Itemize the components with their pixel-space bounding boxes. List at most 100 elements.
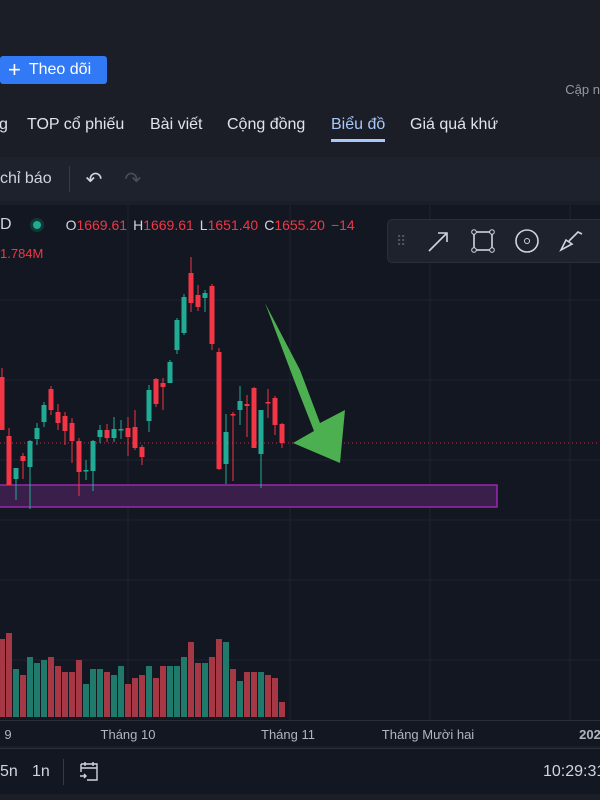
volume-bar	[6, 633, 12, 717]
candle-body	[27, 441, 33, 467]
candle-body	[160, 383, 166, 387]
volume-bar	[153, 678, 159, 717]
candle-body	[41, 405, 47, 422]
circle-tool-icon[interactable]	[514, 228, 540, 254]
volume-bar	[83, 684, 89, 717]
volume-bar	[62, 672, 68, 717]
candle-body	[20, 456, 26, 461]
candle-body	[6, 436, 12, 485]
candle-body	[118, 429, 124, 431]
volume-bar	[244, 672, 250, 717]
candle-body	[139, 447, 145, 457]
calendar-goto-icon[interactable]	[78, 760, 100, 782]
candle-body	[83, 470, 89, 472]
candle-body	[188, 273, 194, 303]
divider	[63, 759, 64, 785]
rectangle-tool-icon[interactable]	[470, 228, 496, 254]
candle-body	[146, 390, 152, 421]
annotation-arrow	[265, 303, 345, 463]
volume-bar	[90, 669, 96, 717]
candle-body	[167, 362, 173, 383]
candle-body	[153, 379, 159, 404]
volume-bar	[111, 675, 117, 717]
tab-top-stocks[interactable]: TOP cổ phiếu	[27, 116, 125, 133]
volume-bar	[167, 666, 173, 717]
volume-bar	[69, 672, 75, 717]
low-value: 1651.40	[207, 217, 259, 233]
candle-body	[258, 410, 264, 454]
redo-icon[interactable]: ↷	[124, 168, 142, 191]
follow-label: Theo dõi	[28, 61, 92, 78]
range-5y-button[interactable]: 5n	[0, 763, 18, 780]
volume-bar	[202, 663, 208, 717]
volume-bar	[41, 660, 47, 717]
volume-bar	[146, 666, 152, 717]
tab-partial[interactable]: g	[0, 116, 8, 133]
volume-bar	[223, 642, 229, 717]
volume-bar	[181, 657, 187, 717]
candle-body	[132, 427, 138, 448]
candlestick-chart	[0, 205, 600, 720]
time-axis[interactable]: 9 Tháng 10 Tháng 11 Tháng Mười hai 202	[0, 720, 600, 746]
volume-bar	[104, 672, 110, 717]
chart-toolbar: chỉ báo ↶ ↷	[0, 157, 600, 201]
axis-label: 202	[579, 727, 600, 742]
candle-body	[76, 441, 82, 472]
volume-bar	[279, 702, 285, 717]
volume-bar	[265, 675, 271, 717]
axis-label: Tháng 10	[100, 727, 156, 742]
status-dot-icon	[29, 218, 44, 232]
candle-body	[181, 297, 187, 333]
candle-body	[34, 428, 40, 439]
axis-label: Tháng Mười hai	[381, 727, 475, 742]
axis-label: Tháng 11	[261, 727, 315, 742]
open-value: 1669.61	[76, 217, 128, 233]
plus-icon: +	[8, 57, 21, 82]
candle-body	[62, 416, 68, 431]
candle-body	[55, 412, 61, 423]
bottom-bar: 5n 1n 10:29:31	[0, 748, 600, 794]
candle-body	[237, 401, 243, 410]
ohlc-legend: D O 1669.61 H 1669.61 L 1651.40 C 1655.20 −1…	[0, 216, 355, 234]
brush-tool-icon[interactable]	[558, 228, 584, 254]
follow-button[interactable]: + Theo dõi	[0, 56, 107, 84]
support-zone	[0, 484, 498, 508]
candle-body	[279, 424, 285, 443]
arrow-tool-icon[interactable]	[426, 228, 452, 254]
drag-handle-icon[interactable]: ⠿	[396, 232, 407, 249]
open-label: O	[65, 217, 77, 233]
undo-icon[interactable]: ↶	[85, 168, 103, 191]
volume-bar	[13, 669, 19, 717]
volume-bar	[216, 639, 222, 717]
range-1y-button[interactable]: 1n	[32, 763, 50, 780]
axis-label: 9	[4, 727, 12, 742]
tab-price-history[interactable]: Giá quá khứ	[410, 116, 499, 133]
drawing-toolbar: ⠿	[387, 219, 600, 263]
volume-bar	[160, 666, 166, 717]
candle-body	[13, 468, 19, 479]
volume-bar	[27, 657, 33, 717]
candle-body	[195, 295, 201, 307]
high-value: 1669.61	[143, 217, 194, 233]
volume-bar	[97, 669, 103, 717]
volume-bar	[125, 684, 131, 717]
high-label: H	[133, 217, 144, 233]
tab-articles[interactable]: Bài viết	[150, 116, 203, 133]
close-value: 1655.20	[274, 217, 325, 233]
volume-bar	[118, 666, 124, 717]
volume-bar	[0, 639, 5, 717]
candle-body	[48, 389, 54, 410]
chart-area[interactable]	[0, 205, 600, 720]
tab-chart[interactable]: Biểu đồ	[331, 116, 386, 142]
indicators-button[interactable]: chỉ báo	[0, 170, 52, 187]
candle-body	[209, 286, 215, 344]
tab-community[interactable]: Cộng đồng	[227, 116, 306, 133]
divider	[68, 166, 70, 192]
volume-bar	[188, 642, 194, 717]
volume-bar	[195, 663, 201, 717]
volume-bar	[251, 672, 257, 717]
volume-bar	[48, 657, 54, 717]
volume-bar	[132, 678, 138, 717]
candle-body	[111, 429, 117, 438]
volume-bar	[55, 666, 61, 717]
